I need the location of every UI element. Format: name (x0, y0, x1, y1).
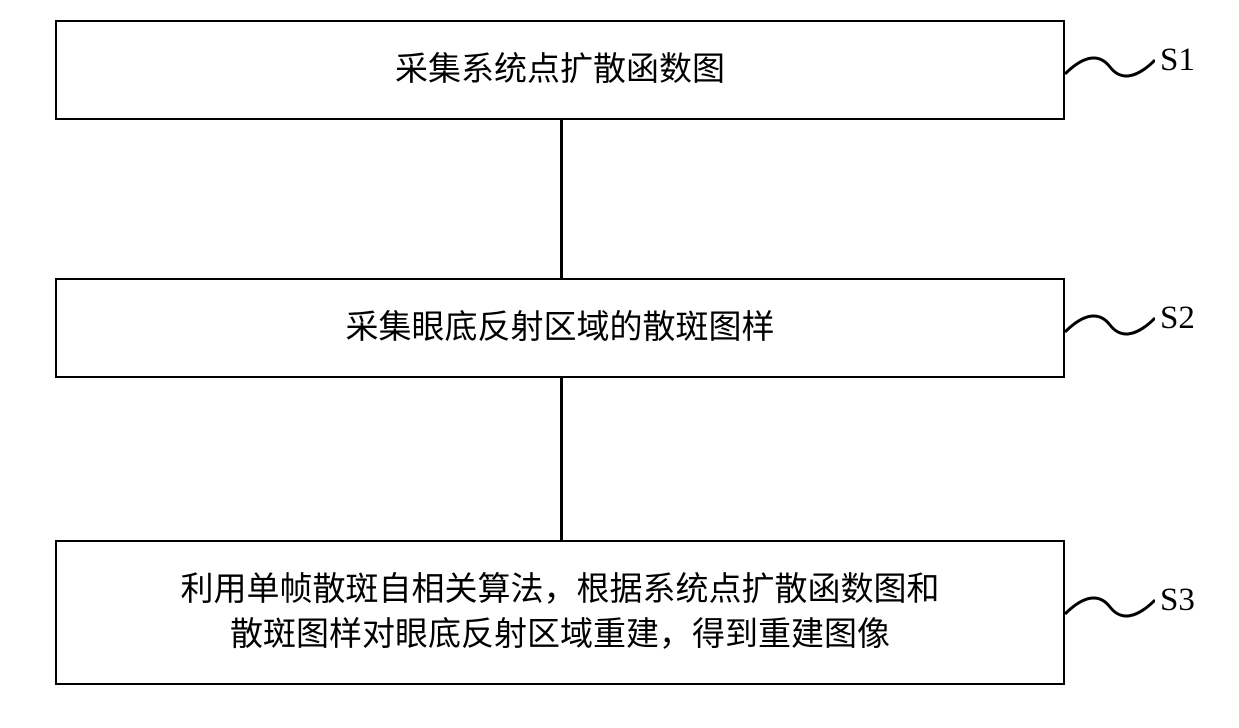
step-label-s3: S3 (1160, 582, 1195, 619)
connector-s1-s2 (560, 120, 563, 278)
tilde-s1 (1065, 52, 1155, 82)
step-box-s1: 采集系统点扩散函数图 (55, 20, 1065, 120)
tilde-s2 (1065, 310, 1155, 340)
flowchart-canvas: 采集系统点扩散函数图 采集眼底反射区域的散斑图样 利用单帧散斑自相关算法，根据系… (0, 0, 1239, 728)
step-text-s1: 采集系统点扩散函数图 (395, 48, 725, 93)
connector-s2-s3 (560, 378, 563, 540)
step-label-s2: S2 (1160, 300, 1195, 337)
step-box-s2: 采集眼底反射区域的散斑图样 (55, 278, 1065, 378)
step-label-s1: S1 (1160, 42, 1195, 79)
tilde-s3 (1065, 592, 1155, 622)
step-text-s2: 采集眼底反射区域的散斑图样 (346, 306, 775, 351)
step-text-s3: 利用单帧散斑自相关算法，根据系统点扩散函数图和 散斑图样对眼底反射区域重建，得到… (181, 568, 940, 657)
step-box-s3: 利用单帧散斑自相关算法，根据系统点扩散函数图和 散斑图样对眼底反射区域重建，得到… (55, 540, 1065, 685)
